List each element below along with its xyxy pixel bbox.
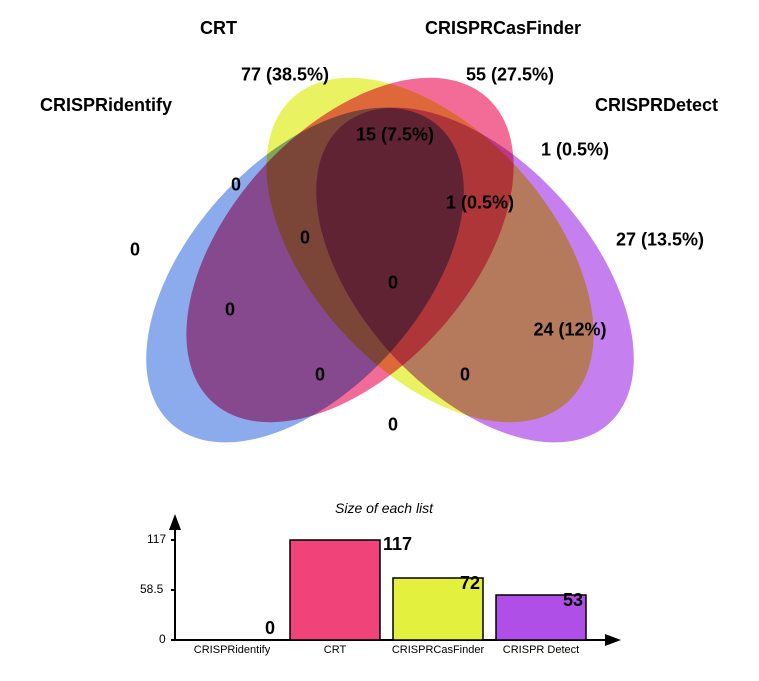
venn-region-bd-lower: 24 (12%) [533, 320, 606, 341]
bar-value-1: 117 [383, 534, 412, 555]
bar-ytick-1: 58.5 [140, 582, 163, 596]
venn-diagram: CRISPRidentify CRT CRISPRCasFinder CRISP… [0, 0, 759, 485]
venn-region-ab: 0 [231, 175, 241, 196]
bar-cat-0: CRISPRidentify [194, 644, 270, 656]
venn-region-acd-left: 0 [315, 365, 325, 386]
venn-set-label-b: CRT [200, 18, 237, 39]
bar-rect-1 [290, 540, 380, 640]
venn-region-abcd: 0 [388, 273, 398, 294]
bar-chart-svg [125, 500, 635, 660]
bar-value-3: 53 [563, 590, 583, 611]
bar-ytick-2: 117 [147, 532, 166, 546]
bar-value-2: 72 [460, 573, 480, 594]
bar-cat-2: CRISPRCasFinder [392, 644, 484, 656]
venn-region-d: 27 (13.5%) [616, 230, 704, 251]
venn-region-ac-lower: 0 [225, 300, 235, 321]
venn-region-bc: 15 (7.5%) [356, 125, 434, 146]
venn-region-abc: 0 [300, 228, 310, 249]
venn-region-bcd: 1 (0.5%) [446, 193, 514, 214]
bar-value-0: 0 [265, 618, 275, 639]
bar-ytick-0: 0 [159, 632, 166, 646]
venn-set-label-a: CRISPRidentify [40, 95, 172, 116]
venn-region-b: 77 (38.5%) [241, 65, 329, 86]
venn-set-label-d: CRISPRDetect [595, 95, 718, 116]
bar-chart-title: Size of each list [335, 500, 433, 516]
venn-region-a: 0 [130, 240, 140, 261]
venn-region-cd: 1 (0.5%) [541, 140, 609, 161]
bar-cat-1: CRT [324, 644, 346, 656]
venn-set-label-c: CRISPRCasFinder [425, 18, 581, 39]
venn-region-c: 55 (27.5%) [466, 65, 554, 86]
bar-cat-3: CRISPR Detect [503, 644, 579, 656]
venn-region-abd-right: 0 [460, 365, 470, 386]
bar-chart: Size of each list 0 58.5 117 CRISPRident… [125, 500, 635, 660]
venn-region-ad-bottom: 0 [388, 415, 398, 436]
